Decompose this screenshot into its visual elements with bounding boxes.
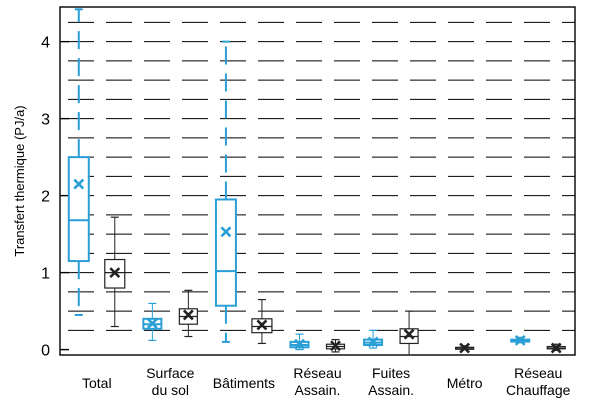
category-label: Surface du sol: [146, 365, 194, 398]
category-label-line: Assain.: [368, 382, 414, 398]
category-label: Réseau Chauffage: [506, 365, 571, 398]
mean-marker: [109, 267, 121, 279]
box-blue: [67, 8, 90, 316]
box-blue: [289, 333, 310, 351]
boxes: [67, 8, 566, 356]
y-tick-label: 2: [41, 189, 50, 206]
y-tick-label: 3: [41, 112, 50, 129]
y-tick-label: 4: [41, 35, 50, 52]
category-label: Fuites Assain.: [368, 365, 414, 398]
category-label: Total: [82, 375, 112, 391]
box-iqr: [214, 198, 237, 307]
mean-marker: [550, 342, 562, 354]
mean-marker: [146, 318, 158, 329]
mean-marker: [330, 340, 341, 352]
mean-marker: [182, 309, 194, 321]
y-tick-label: 0: [41, 343, 50, 360]
category-label-line: Réseau: [514, 365, 562, 381]
category-label-line: Fuites: [372, 365, 410, 381]
mean-marker: [294, 338, 305, 350]
category-label-line: Réseau: [293, 365, 341, 381]
category-label-line: Total: [82, 375, 112, 391]
category-label: Réseau Assain.: [293, 365, 341, 398]
grid-lines: [60, 21, 575, 331]
category-label: Métro: [447, 375, 483, 391]
plot-frame: [59, 6, 576, 356]
box-black: [104, 216, 126, 328]
mean-marker: [256, 319, 268, 331]
mean-marker: [73, 178, 85, 190]
category-label-line: Bâtiments: [213, 375, 275, 391]
category-label-line: Surface: [146, 365, 194, 381]
mean-marker: [367, 336, 379, 348]
box-blue: [214, 40, 237, 343]
category-label-line: Assain.: [295, 382, 341, 398]
box-blue: [363, 329, 384, 349]
box-black: [399, 310, 419, 356]
category-label-line: Chauffage: [506, 382, 571, 398]
box-black: [455, 342, 475, 354]
category-label-line: du sol: [152, 382, 189, 398]
mean-marker: [459, 342, 471, 354]
box-iqr: [67, 156, 90, 263]
y-axis-ticks: 0 1 2 3 4: [41, 35, 69, 360]
box-black: [178, 289, 198, 338]
y-axis-label: Transfert thermique (PJ/a): [12, 105, 27, 256]
y-tick-label: 1: [41, 266, 50, 283]
box-black: [546, 342, 566, 354]
mean-marker: [514, 334, 526, 346]
box-black: [251, 298, 273, 345]
category-label-line: Métro: [447, 375, 483, 391]
mean-marker: [403, 328, 415, 340]
mean-marker: [220, 226, 232, 238]
category-label: Bâtiments: [213, 375, 275, 391]
box-blue: [510, 334, 531, 346]
box-black: [325, 339, 346, 353]
box-blue: [142, 302, 163, 341]
